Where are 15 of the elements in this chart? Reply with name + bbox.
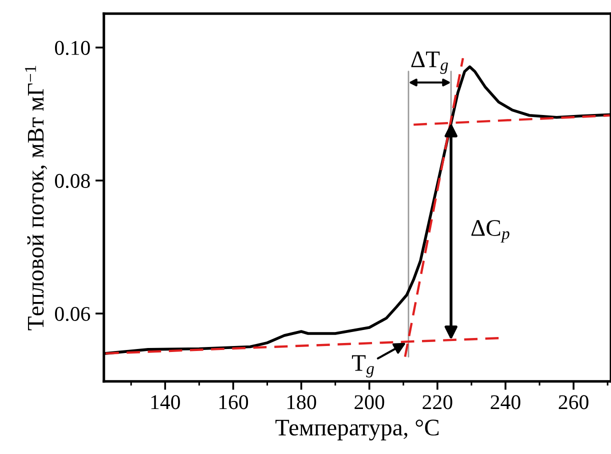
x-tick-label: 160 [219,395,248,410]
x-tick-label: 180 [287,395,316,410]
y-tick-label: 0.08 [55,174,90,188]
annotation: ΔC$_{p}$ [471,220,510,243]
x-tick-label: 140 [151,395,180,410]
annotation: ΔT$_{g}$ [411,52,448,74]
x-axis-title: Температура, °C [275,420,439,440]
y-tick-label: 0.10 [55,40,90,56]
annotation: T$_{g}$ [352,355,374,378]
y-axis-title: Тепловой поток, мВт мГ$^{−1}$ [24,66,48,330]
x-tick-label: 260 [558,395,588,410]
x-tick-label: 240 [490,395,520,410]
y-tick-label: 0.06 [55,306,90,322]
x-tick-label: 200 [354,395,384,410]
x-tick-label: 220 [422,395,452,410]
